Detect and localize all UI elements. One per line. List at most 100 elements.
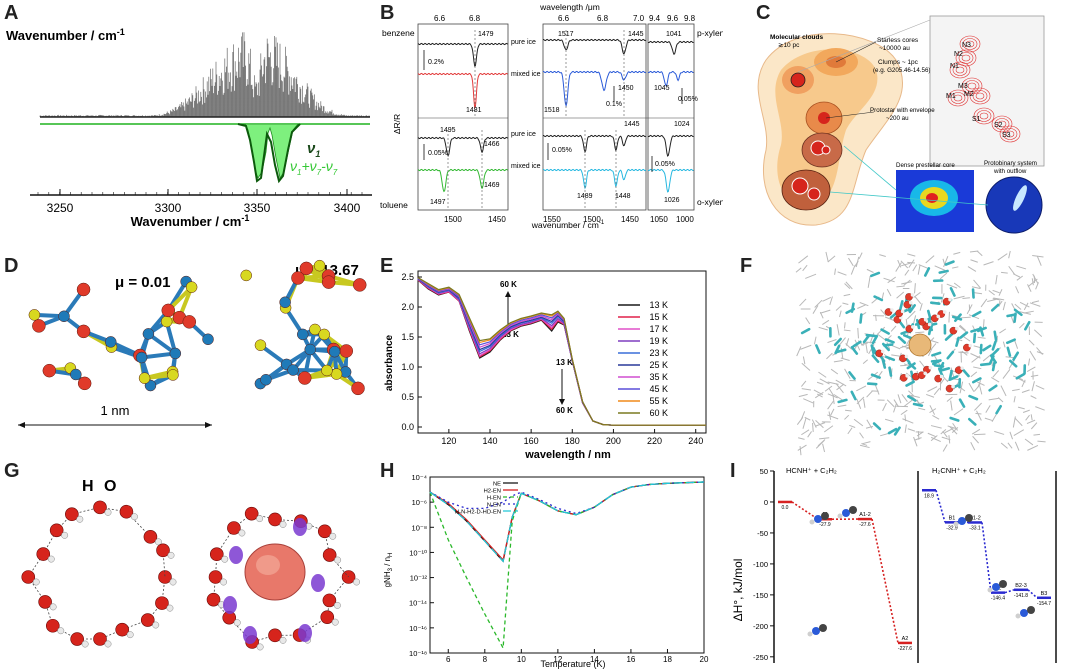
panel-f-solvent-molecule	[968, 382, 975, 392]
panel-c-source: S1	[972, 116, 981, 123]
panel-b-scale: 0.1%	[606, 101, 622, 108]
panel-f-solvent-molecule	[796, 417, 804, 425]
panel-f-shell-molecule	[873, 295, 884, 302]
panel-h-x-tick-label: 6	[446, 655, 451, 664]
panel-f-shell-molecule	[866, 382, 878, 386]
panel-f-water-hydrogen	[928, 365, 933, 370]
panel-g-lone-pair-density	[223, 596, 237, 614]
panel-c-map-emission	[926, 193, 938, 203]
panel-f-shell-molecule	[872, 422, 882, 431]
panel-f-shell-molecule	[837, 398, 848, 404]
panel-g-oxygen	[115, 622, 129, 637]
panel-f-shell-molecule	[905, 380, 915, 387]
panel-e-legend-label: 17 K	[649, 324, 668, 334]
panel-h-x-tick-label: 12	[553, 655, 562, 664]
panel-b-name-toluene: toluene	[380, 200, 408, 210]
panel-f-solvent-molecule	[959, 381, 964, 394]
panel-i-level-value: -154.7	[1037, 601, 1051, 607]
panel-g-lone-pair-density	[293, 518, 307, 536]
panel-e-legend-label: 25 K	[649, 360, 668, 370]
panel-f-solvent-molecule	[1000, 442, 1008, 449]
panel-f-shell-molecule	[870, 271, 881, 278]
panel-f-solvent-molecule	[812, 422, 814, 432]
panel-f-solvent-molecule	[1035, 385, 1045, 390]
panel-f-shell-molecule	[870, 373, 881, 379]
panel-f-solvent-molecule	[980, 298, 988, 308]
panel-i-connector	[935, 490, 946, 523]
panel-f-solvent-molecule	[1028, 339, 1035, 346]
panel-c-pointer	[825, 111, 875, 119]
panel-e-legend-label: 45 K	[649, 384, 668, 394]
panel-e-arrowhead	[559, 399, 565, 405]
panel-g-oxygen	[65, 507, 79, 522]
panel-f-solvent-molecule	[900, 262, 911, 267]
panel-f-solvent-molecule	[976, 250, 983, 257]
panel-f-solvent-molecule	[948, 311, 950, 323]
panel-b-scale: 0.05%	[655, 161, 675, 168]
panel-f-solvent-molecule	[875, 314, 877, 321]
panel-f-solvent-molecule	[1001, 271, 1008, 274]
panel-f-solvent-molecule	[891, 354, 902, 357]
panel-f-solvent-molecule	[1030, 395, 1037, 400]
panel-f-solvent-molecule	[835, 379, 847, 387]
panel-c-source: M1	[946, 93, 956, 100]
panel-g-cage-2	[206, 506, 361, 651]
panel-f-solvent-molecule	[837, 404, 847, 408]
panel-e-legend-label: 35 K	[649, 372, 668, 382]
panel-f-solvent-molecule	[819, 437, 830, 440]
panel-c-text: Dense prestellar core	[896, 162, 955, 169]
panel-i-y-tick-label: -50	[757, 529, 768, 538]
panel-e-series-line	[417, 277, 706, 426]
panel-c-binary-star	[807, 187, 821, 201]
panel-f-shell-molecule	[949, 416, 960, 422]
panel-g-hydrogen	[353, 578, 361, 586]
panel-f-solvent-molecule	[799, 446, 802, 456]
panel-g-hydrogen	[334, 556, 342, 564]
panel-f-solvent-molecule	[849, 424, 856, 428]
panel-f-shell-molecule	[991, 348, 1000, 357]
panel-g-hydrogen	[279, 636, 287, 644]
panel-f-solvent-molecule	[998, 289, 1003, 296]
panel-i-chart: ΔH°, kJ/mol HCNH⁺ + C₂H₂ H₂CNH⁺ + C₂H₂ 5…	[731, 466, 1057, 663]
panel-d-atom	[202, 333, 214, 346]
panel-c-contour	[965, 40, 975, 48]
panel-a-tick-label: 3350	[244, 201, 271, 215]
panel-d-atom	[104, 336, 117, 348]
panel-f-shell-molecule	[902, 334, 913, 340]
panel-b-name-benzene: benzene	[382, 28, 415, 38]
panel-d-atom	[160, 315, 173, 328]
panel-f-solvent-molecule	[845, 409, 852, 412]
panel-f-shell-molecule	[893, 426, 901, 436]
panel-i-molecule-atom	[1015, 613, 1021, 619]
panel-f-solvent-molecule	[951, 426, 959, 434]
panel-f-shell-molecule	[906, 362, 916, 370]
panel-f-shell-molecule	[1006, 346, 1012, 357]
panel-f-shell-molecule	[968, 394, 979, 401]
panel-f-solvent-molecule	[816, 381, 824, 385]
panel-i-molecule-atom	[819, 624, 827, 632]
panel-f-solvent-molecule	[897, 394, 902, 404]
panel-f-shell-molecule	[862, 334, 871, 344]
panel-f-solvent-molecule	[1031, 278, 1034, 286]
panel-g-oxygen	[208, 570, 223, 584]
panel-b-peak: 1479	[478, 31, 494, 38]
panel-d-atom	[297, 328, 309, 341]
panel-b-trace-toluene-pure	[417, 136, 508, 157]
panel-d-atom	[279, 296, 291, 309]
panel-f-solvent-molecule	[913, 315, 917, 324]
panel-i-molecule-atom	[987, 587, 993, 593]
panel-f-solvent-molecule	[818, 326, 828, 331]
panel-c-contour	[976, 110, 992, 122]
panel-i-level-value: -33.1	[969, 525, 981, 531]
panel-b-peak: 1518	[544, 107, 560, 114]
panel-d-atom	[185, 281, 198, 293]
panel-f-shell-molecule	[982, 344, 992, 352]
panel-c-figure: Molecular clouds ≳10 pc Starless cores ~…	[757, 15, 1045, 234]
panel-f-solvent-molecule	[971, 286, 981, 289]
panel-e-ylabel: absorbance	[384, 334, 395, 391]
panel-f-solvent-molecule	[825, 251, 829, 263]
panel-i-molecule-atom	[992, 583, 1000, 591]
panel-f-solvent-molecule	[883, 277, 895, 283]
panel-b-scale: 0.2%	[428, 59, 444, 66]
panel-g-hydrogen	[329, 532, 337, 540]
